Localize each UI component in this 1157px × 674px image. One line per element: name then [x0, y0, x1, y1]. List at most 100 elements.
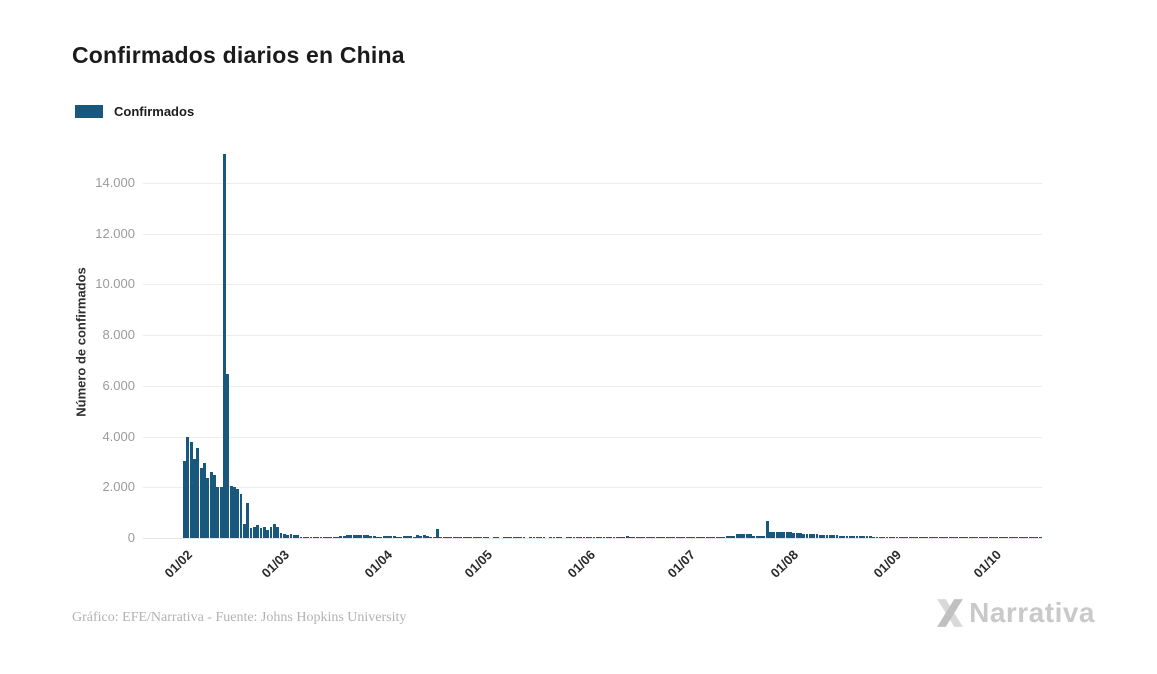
- bar: [662, 537, 666, 538]
- bar: [622, 536, 626, 538]
- bar: [366, 535, 369, 538]
- bar: [838, 535, 842, 538]
- bar: [466, 537, 469, 538]
- bar: [885, 536, 889, 538]
- bar: [745, 533, 749, 538]
- bar: [805, 533, 809, 538]
- bar: [356, 534, 360, 538]
- bar: [396, 536, 399, 538]
- bar: [1022, 537, 1025, 538]
- bar: [865, 536, 869, 538]
- bar: [592, 537, 596, 538]
- bar: [632, 536, 636, 538]
- bar: [382, 536, 386, 538]
- bar: [785, 532, 789, 538]
- x-tick-label: 01/06: [564, 547, 599, 581]
- bar: [928, 537, 932, 538]
- bar: [825, 534, 829, 538]
- bar: [512, 537, 516, 538]
- bar: [306, 537, 310, 538]
- bar: [915, 537, 919, 538]
- bar: [679, 537, 682, 538]
- bar: [775, 532, 779, 538]
- bar: [569, 537, 573, 538]
- bar: [436, 529, 439, 538]
- bar: [575, 537, 579, 538]
- x-tick-label: 01/10: [970, 547, 1005, 581]
- narrativa-logo: Narrativa: [935, 597, 1095, 629]
- bar: [429, 536, 433, 538]
- bar: [292, 534, 296, 538]
- bar: [319, 537, 323, 538]
- bar: [202, 462, 206, 538]
- bar: [299, 536, 303, 538]
- bar: [349, 535, 353, 538]
- bar: [942, 537, 945, 538]
- credit-text: Gráfico: EFE/Narrativa - Fuente: Johns H…: [72, 610, 407, 625]
- bar: [339, 536, 343, 538]
- bar: [565, 537, 569, 538]
- bar: [995, 537, 999, 538]
- bar: [955, 537, 959, 538]
- bar: [872, 536, 876, 538]
- bar: [572, 537, 576, 538]
- bar: [372, 536, 376, 538]
- bar: [186, 436, 190, 538]
- x-tick-label: 01/03: [258, 547, 292, 581]
- bar: [379, 536, 383, 538]
- bar: [778, 531, 782, 538]
- bar: [739, 533, 742, 538]
- y-tick-label: 8.000: [102, 327, 135, 343]
- bar: [529, 537, 533, 538]
- bar: [878, 536, 882, 538]
- bar: [212, 475, 216, 538]
- bar: [236, 489, 240, 538]
- x-tick-label: 01/07: [664, 547, 699, 581]
- bar: [782, 532, 786, 538]
- bar: [599, 537, 603, 538]
- bar: [242, 524, 246, 538]
- bar: [675, 537, 679, 538]
- bar: [998, 537, 1002, 538]
- bar: [459, 537, 463, 538]
- x-tick-label: 01/05: [461, 547, 495, 581]
- bar: [635, 536, 639, 538]
- bar: [972, 537, 975, 538]
- gridline-y-8000: [143, 335, 1042, 337]
- bar: [539, 537, 543, 538]
- bar: [882, 536, 886, 538]
- bar: [692, 537, 696, 538]
- y-tick-label: 4.000: [102, 428, 135, 444]
- bar: [818, 534, 822, 538]
- gridline-y-4000: [143, 436, 1042, 438]
- bar: [758, 535, 762, 538]
- bar: [958, 537, 962, 538]
- bar: [289, 534, 293, 538]
- bar: [409, 536, 413, 538]
- bar: [495, 537, 499, 538]
- bar: [952, 537, 955, 538]
- bar: [652, 537, 656, 538]
- bar: [286, 534, 290, 538]
- bar: [689, 537, 692, 538]
- bar: [922, 537, 926, 538]
- bar: [912, 537, 916, 538]
- bar: [875, 536, 879, 538]
- bar: [862, 536, 866, 538]
- y-tick-label: 14.000: [95, 175, 135, 191]
- bar: [655, 537, 659, 538]
- bar: [602, 537, 606, 538]
- bar: [705, 537, 709, 538]
- legend-label: Confirmados: [114, 104, 195, 119]
- bar: [246, 503, 250, 538]
- bar: [426, 535, 429, 538]
- bar: [755, 535, 759, 538]
- bar: [309, 537, 313, 538]
- bar: [259, 527, 263, 538]
- gridline-y-6000: [143, 385, 1042, 387]
- bar: [442, 537, 446, 538]
- y-tick-label: 12.000: [95, 225, 135, 241]
- bar: [918, 537, 922, 538]
- bar: [479, 537, 483, 538]
- bar: [216, 486, 220, 538]
